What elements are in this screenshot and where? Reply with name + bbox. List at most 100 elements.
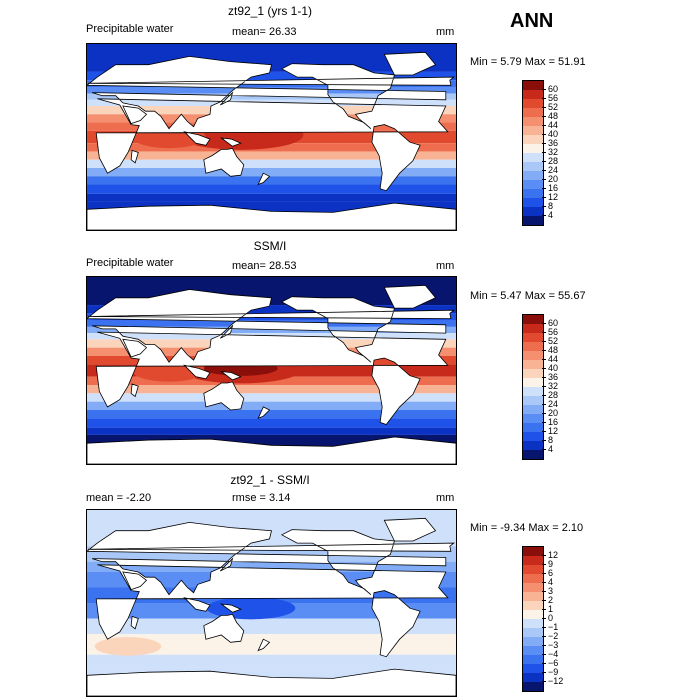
colorbar-tick [542, 170, 546, 171]
colorbar-cell [523, 90, 543, 99]
colorbar-tick [542, 663, 546, 664]
colorbar-cell [523, 655, 543, 664]
colorbar-label: 12 [548, 192, 559, 202]
colorbar-cell [523, 547, 543, 556]
colorbar-cell [523, 396, 543, 405]
colorbar-cell [523, 216, 543, 225]
colorbar-box [522, 314, 544, 460]
colorbar-label: 24 [548, 165, 559, 175]
colorbar-cell [523, 315, 543, 324]
panel-title-diff: zt92_1 - SSM/I [230, 473, 310, 487]
season-label: ANN [510, 10, 554, 32]
map-svg-model [87, 44, 456, 230]
colorbar-label: 20 [548, 408, 559, 418]
colorbar-cell [523, 637, 543, 646]
colorbar-label: 8 [548, 435, 554, 445]
colorbar-tick [542, 368, 546, 369]
colorbar-cell [523, 432, 543, 441]
colorbar-tick [542, 350, 546, 351]
colorbar-tick [542, 672, 546, 673]
colorbar-tick [542, 116, 546, 117]
colorbar-obs: 60 56 52 48 44 40 36 32 28 24 20 16 12 8 4 [522, 314, 582, 460]
colorbar-cell [523, 324, 543, 333]
colorbar-tick [542, 125, 546, 126]
colorbar-tick [542, 323, 546, 324]
panel-title-model: zt92_1 (yrs 1-1) [227, 4, 313, 18]
panel-units-diff: mm [436, 492, 455, 504]
colorbar-tick [542, 215, 546, 216]
colorbar-tick [542, 341, 546, 342]
colorbar-label: −9 [548, 667, 559, 677]
colorbar-cell [523, 342, 543, 351]
colorbar-cell [523, 369, 543, 378]
colorbar-cell [523, 171, 543, 180]
colorbar-label: 9 [548, 559, 554, 569]
colorbar-cell [523, 387, 543, 396]
colorbar-tick [542, 404, 546, 405]
colorbar-tick [542, 413, 546, 414]
colorbar-label: 16 [548, 417, 559, 427]
colorbar-cell [523, 378, 543, 387]
colorbar-cell [523, 682, 543, 691]
colorbar-tick [542, 377, 546, 378]
colorbar-label: 48 [548, 345, 559, 355]
colorbar-label: −2 [548, 631, 559, 641]
panel-rmse-diff: rmse = 3.14 [232, 492, 291, 504]
colorbar-label: −3 [548, 640, 559, 650]
colorbar-cell [523, 189, 543, 198]
colorbar-label: 3 [548, 586, 554, 596]
colorbar-label: 56 [548, 327, 559, 337]
colorbar-cell [523, 450, 543, 459]
colorbar-cell [523, 333, 543, 342]
colorbar-cell [523, 565, 543, 574]
colorbar-label: 12 [548, 550, 559, 560]
colorbar-tick [542, 591, 546, 592]
colorbar-tick [542, 609, 546, 610]
colorbar-tick [542, 161, 546, 162]
colorbar-diff: 12 9 6 4 3 2 1 0 −1 −2 −3 −4 −6 −9 −12 [522, 546, 582, 692]
colorbar-cell [523, 423, 543, 432]
colorbar-cell [523, 126, 543, 135]
colorbar-cell [523, 135, 543, 144]
colorbar-label: −12 [548, 676, 564, 686]
colorbar-label: −1 [548, 622, 559, 632]
colorbar-tick [542, 206, 546, 207]
colorbar-tick [542, 555, 546, 556]
colorbar-tick [542, 636, 546, 637]
map-svg-obs [87, 277, 456, 464]
colorbar-cell [523, 664, 543, 673]
colorbar-label: 0 [548, 613, 554, 623]
colorbar-tick [542, 197, 546, 198]
colorbar-label: 60 [548, 318, 559, 328]
colorbar-tick [542, 359, 546, 360]
colorbar-tick [542, 386, 546, 387]
colorbar-tick [542, 422, 546, 423]
panel-stats-diff: Min = -9.34 Max = 2.10 [470, 522, 584, 534]
colorbar-label: 16 [548, 183, 559, 193]
colorbar-tick [542, 134, 546, 135]
colorbar-cell [523, 601, 543, 610]
colorbar-cell [523, 556, 543, 565]
panel-units-model: mm [436, 26, 455, 38]
colorbar-cell [523, 108, 543, 117]
colorbar-label: 56 [548, 93, 559, 103]
colorbar-label: 40 [548, 129, 559, 139]
colorbar-tick [542, 645, 546, 646]
map-model [86, 43, 457, 231]
colorbar-label: 4 [548, 444, 554, 454]
colorbar-label: 28 [548, 156, 559, 166]
colorbar-label: 12 [548, 426, 559, 436]
colorbar-box [522, 546, 544, 692]
colorbar-label: 1 [548, 604, 554, 614]
colorbar-tick [542, 600, 546, 601]
colorbar-cell [523, 574, 543, 583]
colorbar-label: 52 [548, 336, 559, 346]
colorbar-cell [523, 360, 543, 369]
panel-units-obs: mm [436, 260, 455, 272]
colorbar-label: 40 [548, 363, 559, 373]
colorbar-tick [542, 654, 546, 655]
colorbar-cell [523, 81, 543, 90]
colorbar-cell [523, 414, 543, 423]
colorbar-tick [542, 681, 546, 682]
colorbar-label: 6 [548, 568, 554, 578]
